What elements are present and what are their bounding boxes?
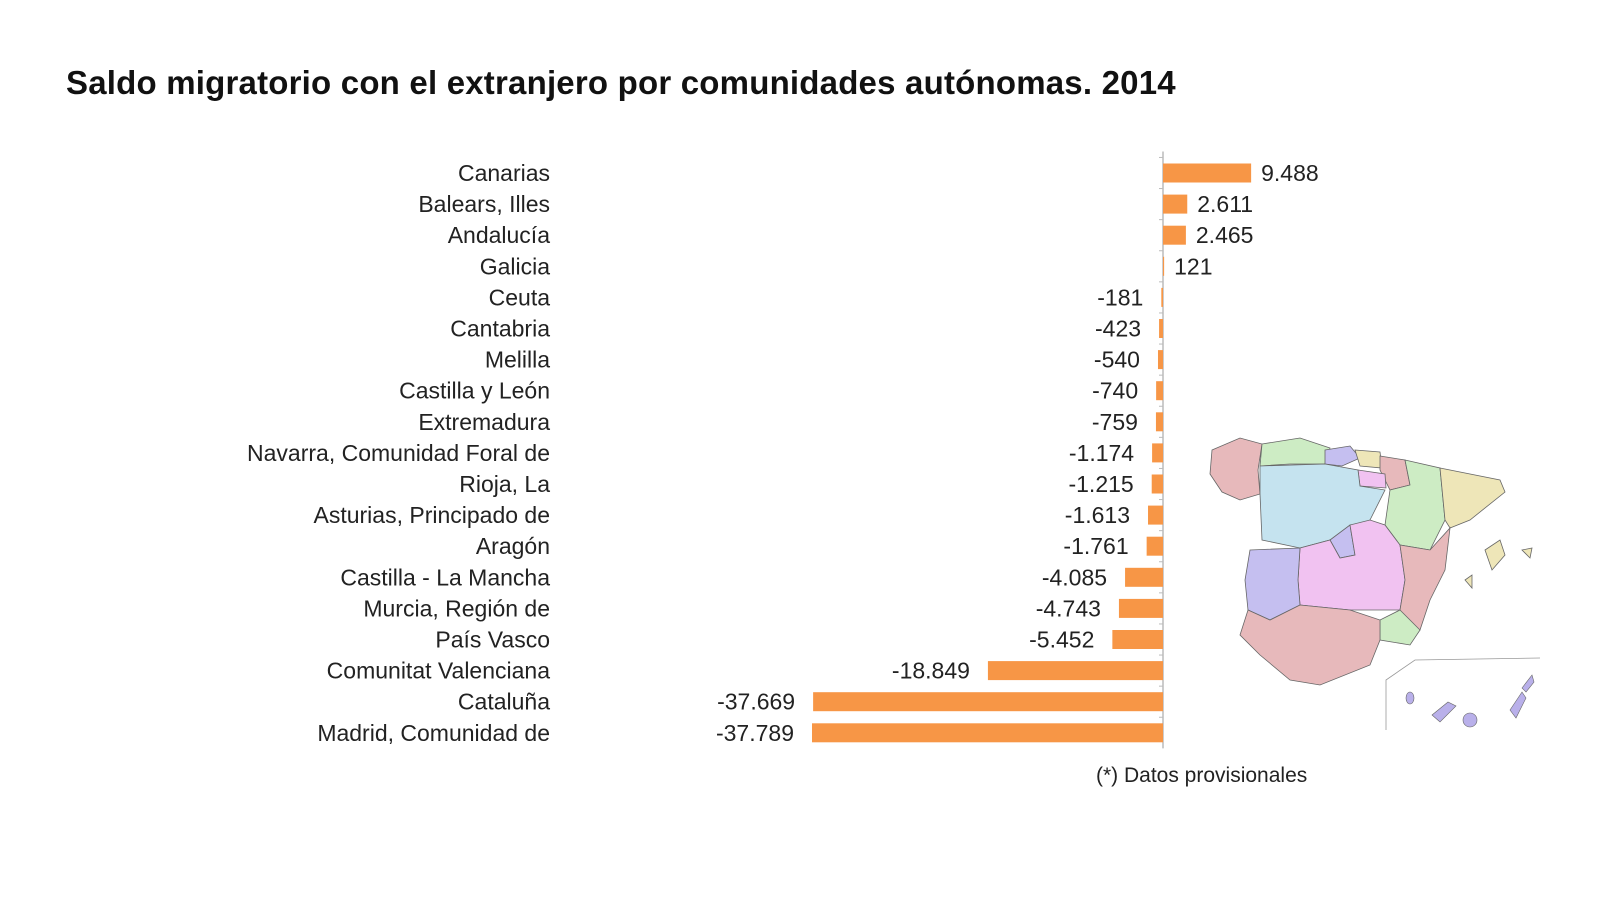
data-label: -1.761 xyxy=(1063,533,1128,559)
data-label: 2.465 xyxy=(1196,222,1254,248)
category-label: Canarias xyxy=(458,160,550,186)
category-label: Ceuta xyxy=(489,284,551,310)
bar xyxy=(1163,225,1186,245)
category-label: Andalucía xyxy=(448,222,551,248)
bar xyxy=(1163,194,1188,214)
bar xyxy=(1155,412,1163,432)
bar xyxy=(1112,630,1163,649)
category-label: Castilla - La Mancha xyxy=(340,564,550,590)
bar xyxy=(1156,381,1163,401)
data-label: -37.669 xyxy=(717,689,795,715)
data-label: -181 xyxy=(1097,284,1143,310)
chart-title: Saldo migratorio con el extranjero por c… xyxy=(66,64,1176,101)
category-label: Aragón xyxy=(476,533,550,559)
data-label: -423 xyxy=(1095,316,1141,342)
data-label: -1.174 xyxy=(1069,440,1134,466)
bar xyxy=(987,661,1163,681)
bar xyxy=(813,692,1163,712)
category-label: Cantabria xyxy=(450,316,550,342)
data-label: -18.849 xyxy=(892,658,970,684)
category-label: Comunitat Valenciana xyxy=(327,658,551,684)
category-label: País Vasco xyxy=(435,627,550,653)
bar xyxy=(1159,319,1163,338)
category-label: Madrid, Comunidad de xyxy=(317,720,550,746)
data-label: -4.085 xyxy=(1042,564,1107,590)
data-label: -5.452 xyxy=(1029,627,1094,653)
data-label: -37.789 xyxy=(716,720,794,746)
category-label: Murcia, Región de xyxy=(363,595,550,621)
data-label: 121 xyxy=(1174,253,1212,279)
bar xyxy=(1163,163,1252,183)
data-label: -1.613 xyxy=(1065,502,1130,528)
category-label: Melilla xyxy=(485,347,550,373)
category-label: Cataluña xyxy=(458,689,550,715)
bar xyxy=(1151,474,1163,494)
bar xyxy=(1152,443,1163,463)
category-label: Rioja, La xyxy=(459,471,550,497)
data-label: -740 xyxy=(1092,378,1138,404)
data-label: -1.215 xyxy=(1068,471,1133,497)
footnote: (*) Datos provisionales xyxy=(1096,764,1308,787)
category-label: Galicia xyxy=(480,253,551,279)
bar xyxy=(1163,256,1165,276)
bar xyxy=(1157,350,1163,370)
bar xyxy=(1118,598,1163,618)
bar xyxy=(1146,536,1163,556)
data-label: -540 xyxy=(1094,347,1140,373)
category-label: Extremadura xyxy=(418,409,550,435)
category-label: Balears, Illes xyxy=(418,191,550,217)
bar xyxy=(1125,567,1163,587)
category-label: Castilla y León xyxy=(399,378,550,404)
spain-map-image xyxy=(1209,437,1540,730)
bar xyxy=(812,723,1163,743)
data-label: 9.488 xyxy=(1261,160,1319,186)
bar xyxy=(1161,287,1163,307)
data-label: -4.743 xyxy=(1036,595,1101,621)
bar xyxy=(1148,505,1163,525)
category-label: Navarra, Comunidad Foral de xyxy=(247,440,550,466)
data-label: -759 xyxy=(1092,409,1138,435)
category-label: Asturias, Principado de xyxy=(313,502,550,528)
data-label: 2.611 xyxy=(1197,191,1253,217)
